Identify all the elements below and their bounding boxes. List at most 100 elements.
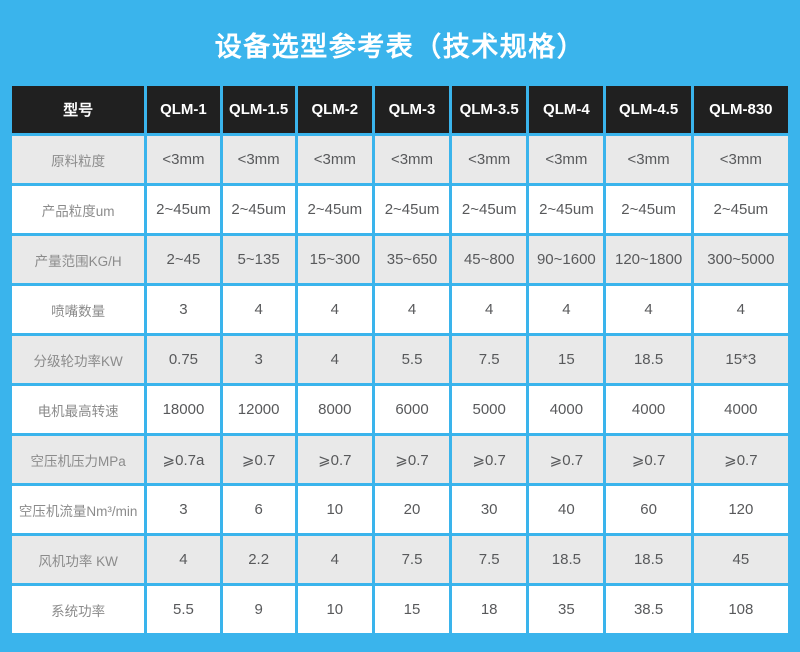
value-cell: ⩾0.7 — [693, 436, 788, 483]
table-row: 产量范围KG/H 2~45 5~135 15~300 35~650 45~800 90~16… — [12, 236, 788, 283]
row-label-cell: 空压机压力MPa — [12, 436, 145, 483]
model-header-cell: QLM-830 — [693, 86, 788, 133]
value-cell: ⩾0.7a — [147, 436, 220, 483]
model-header-cell: QLM-1.5 — [222, 86, 295, 133]
value-cell: 38.5 — [606, 586, 691, 633]
value-cell: 3 — [147, 286, 220, 333]
value-cell: 2~45um — [297, 186, 372, 233]
value-cell: 2~45um — [529, 186, 604, 233]
value-cell: 15*3 — [693, 336, 788, 383]
value-cell: 15 — [529, 336, 604, 383]
value-cell: <3mm — [222, 136, 295, 183]
value-cell: ⩾0.7 — [452, 436, 527, 483]
model-header-cell: QLM-2 — [297, 86, 372, 133]
value-cell: 3 — [147, 486, 220, 533]
table-row: 分级轮功率KW 0.75 3 4 5.5 7.5 15 18.5 15*3 — [12, 336, 788, 383]
value-cell: 4 — [297, 536, 372, 583]
table-row: 系统功率 5.5 9 10 15 18 35 38.5 108 — [12, 586, 788, 633]
value-cell: 2~45um — [693, 186, 788, 233]
value-cell: 4 — [452, 286, 527, 333]
value-cell: 6000 — [374, 386, 450, 433]
value-cell: 120 — [693, 486, 788, 533]
value-cell: 20 — [374, 486, 450, 533]
value-cell: 120~1800 — [606, 236, 691, 283]
value-cell: 108 — [693, 586, 788, 633]
value-cell: 10 — [297, 486, 372, 533]
value-cell: 7.5 — [374, 536, 450, 583]
table-row: 空压机压力MPa ⩾0.7a ⩾0.7 ⩾0.7 ⩾0.7 ⩾0.7 ⩾0.7 ⩾0.7 ⩾0.… — [12, 436, 788, 483]
value-cell: 4 — [374, 286, 450, 333]
row-label-cell: 空压机流量Nm³/min — [12, 486, 145, 533]
row-label-cell: 喷嘴数量 — [12, 286, 145, 333]
value-cell: <3mm — [147, 136, 220, 183]
header-row: 型号 QLM-1 QLM-1.5 QLM-2 QLM-3 QLM-3.5 QLM-4 QLM-… — [12, 86, 788, 133]
value-cell: 5000 — [452, 386, 527, 433]
table-row: 喷嘴数量 3 4 4 4 4 4 4 4 — [12, 286, 788, 333]
model-header-cell: QLM-4 — [529, 86, 604, 133]
value-cell: 15 — [374, 586, 450, 633]
value-cell: 9 — [222, 586, 295, 633]
table-row: 空压机流量Nm³/min 3 6 10 20 30 40 60 120 — [12, 486, 788, 533]
row-label-cell: 产量范围KG/H — [12, 236, 145, 283]
value-cell: 10 — [297, 586, 372, 633]
value-cell: 6 — [222, 486, 295, 533]
value-cell: <3mm — [606, 136, 691, 183]
value-cell: 2~45um — [452, 186, 527, 233]
value-cell: 15~300 — [297, 236, 372, 283]
value-cell: 4000 — [693, 386, 788, 433]
row-label-cell: 产品粒度um — [12, 186, 145, 233]
value-cell: ⩾0.7 — [222, 436, 295, 483]
spec-table: 型号 QLM-1 QLM-1.5 QLM-2 QLM-3 QLM-3.5 QLM-4 QLM-… — [9, 83, 791, 636]
value-cell: <3mm — [374, 136, 450, 183]
table-row: 电机最高转速 18000 12000 8000 6000 5000 4000 4000 4000 — [12, 386, 788, 433]
value-cell: 35~650 — [374, 236, 450, 283]
value-cell: 12000 — [222, 386, 295, 433]
value-cell: 5.5 — [147, 586, 220, 633]
row-label-cell: 电机最高转速 — [12, 386, 145, 433]
model-header-cell: QLM-4.5 — [606, 86, 691, 133]
table-row: 产品粒度um 2~45um 2~45um 2~45um 2~45um 2~45um 2~45… — [12, 186, 788, 233]
page-title: 设备选型参考表（技术规格） — [214, 32, 586, 62]
value-cell: 2.2 — [222, 536, 295, 583]
value-cell: 18.5 — [606, 536, 691, 583]
value-cell: 4 — [529, 286, 604, 333]
value-cell: 0.75 — [147, 336, 220, 383]
value-cell: 5~135 — [222, 236, 295, 283]
value-cell: 18.5 — [606, 336, 691, 383]
model-header-cell: QLM-1 — [147, 86, 220, 133]
value-cell: 4000 — [606, 386, 691, 433]
value-cell: ⩾0.7 — [297, 436, 372, 483]
value-cell: 30 — [452, 486, 527, 533]
value-cell: 4 — [222, 286, 295, 333]
value-cell: 18000 — [147, 386, 220, 433]
value-cell: 45~800 — [452, 236, 527, 283]
value-cell: 90~1600 — [529, 236, 604, 283]
value-cell: <3mm — [297, 136, 372, 183]
value-cell: 7.5 — [452, 336, 527, 383]
row-label-cell: 分级轮功率KW — [12, 336, 145, 383]
value-cell: 4000 — [529, 386, 604, 433]
value-cell: 2~45um — [222, 186, 295, 233]
model-header-cell: QLM-3.5 — [452, 86, 527, 133]
value-cell: <3mm — [693, 136, 788, 183]
row-label-cell: 原料粒度 — [12, 136, 145, 183]
value-cell: 4 — [297, 286, 372, 333]
value-cell: ⩾0.7 — [529, 436, 604, 483]
value-cell: ⩾0.7 — [606, 436, 691, 483]
value-cell: 4 — [606, 286, 691, 333]
value-cell: <3mm — [529, 136, 604, 183]
value-cell: 5.5 — [374, 336, 450, 383]
value-cell: 300~5000 — [693, 236, 788, 283]
table-row: 风机功率 KW 4 2.2 4 7.5 7.5 18.5 18.5 45 — [12, 536, 788, 583]
model-header-cell: QLM-3 — [374, 86, 450, 133]
row-label-cell: 系统功率 — [12, 586, 145, 633]
value-cell: 2~45um — [374, 186, 450, 233]
value-cell: 18.5 — [529, 536, 604, 583]
value-cell: 2~45um — [606, 186, 691, 233]
value-cell: 18 — [452, 586, 527, 633]
value-cell: 7.5 — [452, 536, 527, 583]
value-cell: <3mm — [452, 136, 527, 183]
table-row: 原料粒度 <3mm <3mm <3mm <3mm <3mm <3mm <3mm <3mm — [12, 136, 788, 183]
value-cell: ⩾0.7 — [374, 436, 450, 483]
value-cell: 4 — [147, 536, 220, 583]
